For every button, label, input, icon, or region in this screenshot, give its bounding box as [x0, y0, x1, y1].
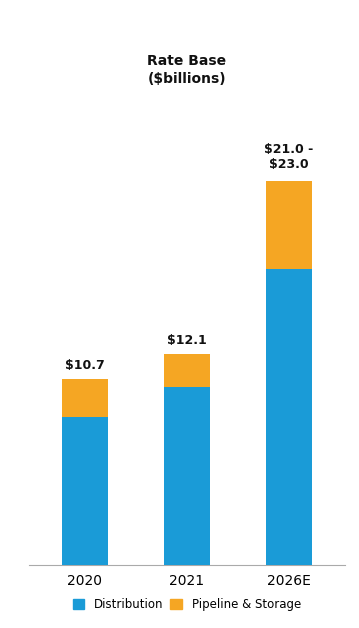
Text: $21.0 -
$23.0: $21.0 - $23.0 [264, 143, 313, 171]
Bar [266, 181, 312, 269]
Bar [266, 269, 312, 565]
Bar [164, 354, 210, 387]
Text: $10.7: $10.7 [65, 359, 104, 372]
Bar [62, 417, 108, 565]
Title: Rate Base
($billions): Rate Base ($billions) [147, 53, 226, 86]
Legend: Distribution, Pipeline & Storage: Distribution, Pipeline & Storage [68, 593, 306, 616]
Text: $12.1: $12.1 [167, 334, 206, 347]
Bar [164, 387, 210, 565]
Text: ~ $13 - $14 billion in capital
investment through 2026; >80%
allocated to safety: ~ $13 - $14 billion in capital investmen… [39, 17, 320, 74]
Bar [62, 379, 108, 417]
